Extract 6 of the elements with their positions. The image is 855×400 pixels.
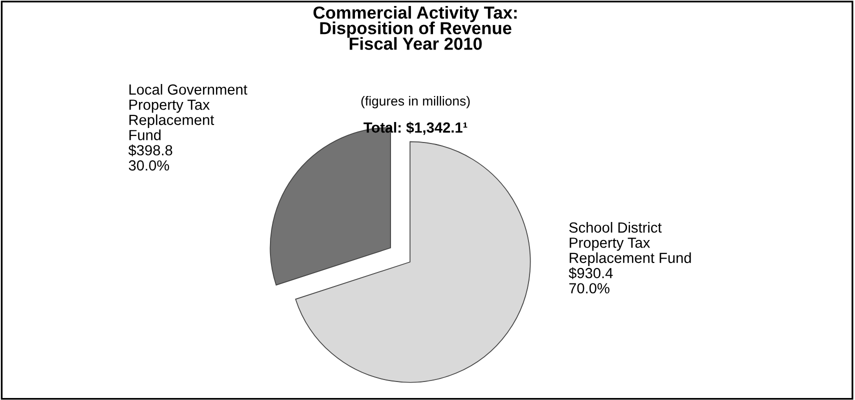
slice-label: Local Government Property Tax Replacement Fund xyxy=(129,84,248,140)
slice-label: School District Property Tax Replacement Fund xyxy=(569,222,691,266)
data-label: $398.8 30.0% xyxy=(128,144,172,171)
text: (figures in millions) xyxy=(361,96,470,108)
data-label: $930.4 70.0% xyxy=(568,267,613,294)
chart-title: Commercial Activity Tax: Disposition of Revenue Fiscal Year 2010 xyxy=(313,6,517,50)
